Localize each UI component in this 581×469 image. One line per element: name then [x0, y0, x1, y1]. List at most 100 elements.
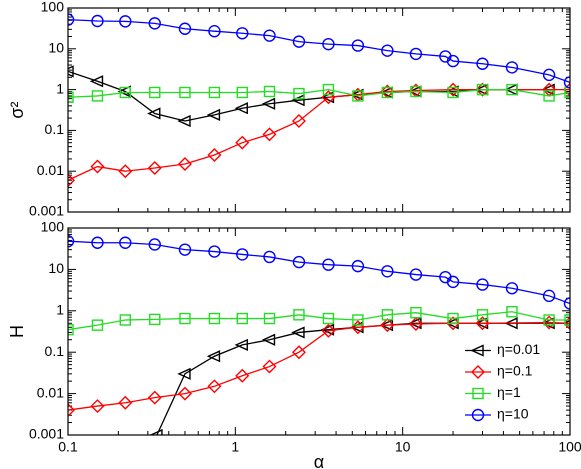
- marker: [177, 157, 192, 172]
- marker: [119, 86, 131, 99]
- marker: [208, 312, 221, 325]
- series-line: [68, 240, 570, 305]
- marker: [409, 268, 423, 281]
- marker: [292, 255, 306, 269]
- y-tick-label: 1: [56, 302, 64, 318]
- legend-marker: [470, 344, 484, 357]
- marker: [476, 278, 489, 291]
- marker: [147, 160, 162, 175]
- marker: [91, 236, 104, 249]
- marker: [147, 390, 162, 405]
- marker: [543, 90, 555, 102]
- marker: [563, 76, 570, 89]
- marker: [291, 326, 305, 339]
- marker: [177, 386, 192, 401]
- plot-frame: [67, 7, 571, 213]
- marker: [236, 312, 248, 325]
- marker: [447, 312, 459, 325]
- marker: [476, 309, 489, 321]
- marker: [542, 68, 556, 82]
- marker: [291, 94, 305, 107]
- marker: [543, 314, 555, 326]
- marker: [322, 83, 335, 96]
- marker: [90, 159, 105, 174]
- marker: [263, 85, 276, 98]
- y-axis-label: σ²: [7, 101, 27, 118]
- marker: [119, 236, 132, 249]
- marker: [505, 61, 519, 74]
- marker: [206, 350, 221, 363]
- marker: [542, 289, 556, 303]
- x-tick-label: 1: [231, 439, 239, 455]
- marker: [235, 368, 250, 383]
- marker: [409, 47, 423, 61]
- y-tick-label: 0.1: [45, 343, 65, 359]
- marker: [505, 282, 519, 295]
- marker: [506, 83, 518, 96]
- marker: [178, 22, 192, 35]
- marker: [148, 17, 161, 30]
- marker: [235, 135, 250, 150]
- marker: [322, 37, 335, 51]
- marker: [381, 86, 394, 99]
- marker: [177, 367, 191, 380]
- series-line: [68, 311, 570, 331]
- marker: [263, 29, 276, 42]
- marker: [446, 316, 461, 331]
- marker: [381, 309, 394, 321]
- marker: [380, 318, 395, 333]
- marker: [446, 275, 460, 289]
- marker: [261, 97, 276, 110]
- legend-label: η=0.1: [497, 363, 533, 379]
- legend-label: η=10: [497, 406, 529, 422]
- marker: [68, 234, 75, 248]
- y-tick-label: 0.01: [37, 162, 64, 178]
- marker: [293, 309, 305, 321]
- marker: [119, 314, 131, 326]
- y-axis-label: H: [7, 325, 27, 338]
- marker: [263, 250, 276, 264]
- marker: [410, 85, 422, 98]
- marker: [381, 44, 394, 57]
- marker: [208, 86, 221, 99]
- marker: [178, 243, 192, 256]
- marker: [291, 114, 306, 128]
- marker: [322, 312, 335, 325]
- marker: [476, 83, 489, 96]
- marker: [68, 323, 74, 336]
- y-tick-label: 0.001: [29, 426, 64, 442]
- marker: [564, 314, 570, 326]
- marker: [291, 345, 306, 360]
- marker: [177, 114, 191, 128]
- marker: [118, 395, 133, 410]
- marker: [447, 86, 459, 99]
- marker: [321, 323, 336, 338]
- marker: [91, 14, 104, 28]
- marker: [148, 238, 161, 251]
- marker: [208, 245, 221, 258]
- legend-label: η=0.01: [497, 341, 540, 357]
- marker: [89, 75, 104, 88]
- marker: [410, 306, 422, 319]
- marker: [118, 164, 133, 179]
- marker: [206, 108, 221, 121]
- marker: [322, 258, 335, 271]
- marker: [262, 127, 277, 142]
- marker: [262, 359, 277, 374]
- x-axis-label: α: [314, 452, 324, 469]
- marker: [236, 86, 248, 99]
- marker: [147, 107, 161, 120]
- marker: [293, 87, 305, 100]
- marker: [563, 297, 570, 310]
- marker: [68, 91, 74, 103]
- marker: [208, 25, 221, 38]
- marker: [149, 313, 161, 326]
- x-tick-label: 10: [395, 439, 411, 455]
- marker: [207, 147, 222, 162]
- marker: [475, 82, 490, 97]
- marker: [263, 312, 276, 325]
- marker: [446, 54, 460, 68]
- x-tick-label: 100: [558, 439, 581, 455]
- marker: [351, 39, 365, 52]
